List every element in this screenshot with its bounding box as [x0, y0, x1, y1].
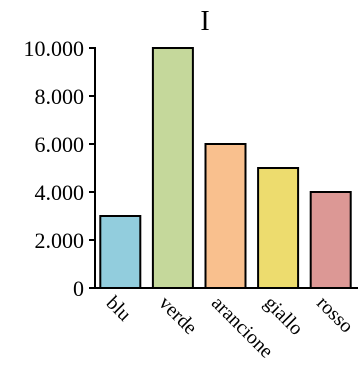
y-tick-label: 4.000	[35, 180, 85, 205]
bars	[99, 47, 352, 289]
bar-rosso	[309, 191, 352, 289]
y-tick-label: 8.000	[35, 84, 85, 109]
y-tick-label: 2.000	[35, 228, 85, 253]
x-tick-label: verde	[154, 292, 201, 339]
bar-arancione	[204, 143, 247, 289]
bar-giallo	[257, 167, 300, 289]
x-tick-label: rosso	[312, 292, 357, 337]
x-tick-label: giallo	[260, 292, 308, 340]
y-axis: 0 2.000 4.000 6.000 8.000 10.000	[24, 36, 96, 301]
y-tick-label: 10.000	[24, 36, 85, 61]
y-tick-label: 6.000	[35, 132, 85, 157]
bar-blu	[99, 215, 142, 289]
x-tick-label: blu	[102, 292, 136, 326]
bar-verde	[151, 47, 194, 289]
y-tick-label: 0	[73, 276, 84, 301]
chart-title: I	[200, 6, 209, 37]
